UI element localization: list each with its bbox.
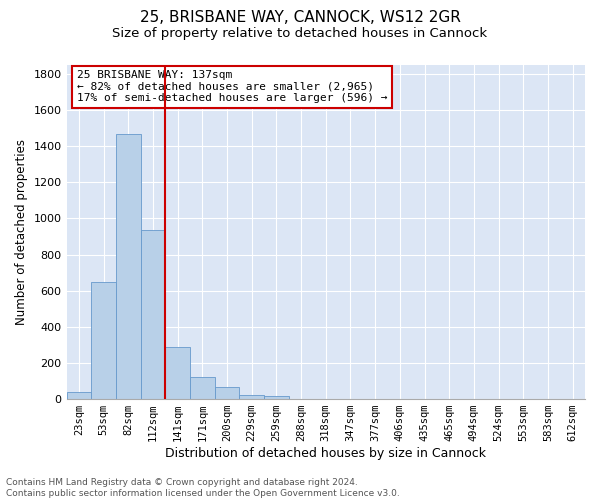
Bar	[91, 282, 116, 399]
Bar	[67, 392, 91, 399]
Bar	[239, 395, 264, 399]
Text: 25, BRISBANE WAY, CANNOCK, WS12 2GR: 25, BRISBANE WAY, CANNOCK, WS12 2GR	[140, 10, 460, 25]
Bar	[165, 346, 190, 399]
Bar	[190, 376, 215, 399]
Text: Size of property relative to detached houses in Cannock: Size of property relative to detached ho…	[112, 28, 488, 40]
Bar	[140, 230, 165, 399]
Bar	[215, 388, 239, 399]
Bar	[116, 134, 140, 399]
Y-axis label: Number of detached properties: Number of detached properties	[15, 139, 28, 325]
Text: Contains HM Land Registry data © Crown copyright and database right 2024.
Contai: Contains HM Land Registry data © Crown c…	[6, 478, 400, 498]
Text: 25 BRISBANE WAY: 137sqm
← 82% of detached houses are smaller (2,965)
17% of semi: 25 BRISBANE WAY: 137sqm ← 82% of detache…	[77, 70, 388, 103]
X-axis label: Distribution of detached houses by size in Cannock: Distribution of detached houses by size …	[165, 447, 486, 460]
Bar	[264, 396, 289, 399]
